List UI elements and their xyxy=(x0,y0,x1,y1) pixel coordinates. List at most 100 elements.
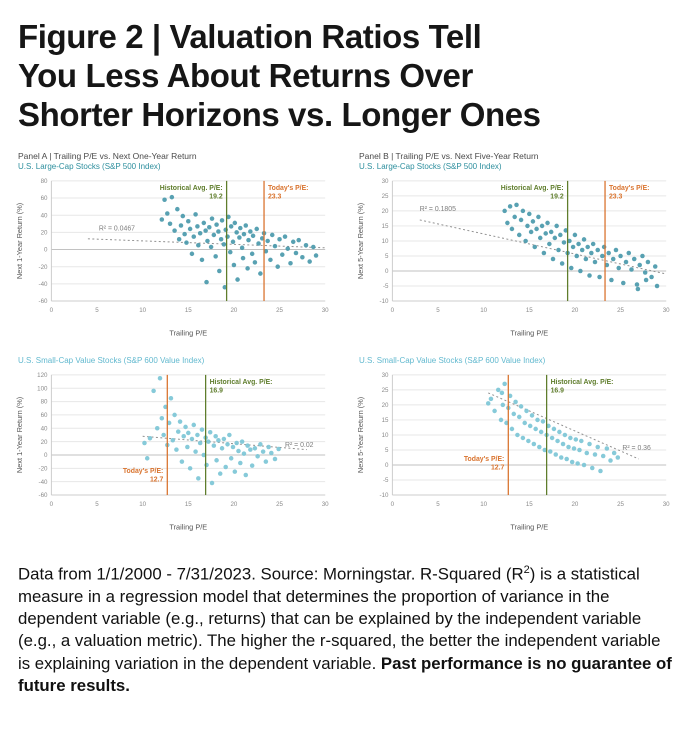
svg-text:-60: -60 xyxy=(39,298,49,305)
svg-text:0: 0 xyxy=(391,501,395,508)
svg-text:-40: -40 xyxy=(39,479,49,486)
svg-text:Next 1-Year Return (%): Next 1-Year Return (%) xyxy=(15,203,24,279)
svg-text:-60: -60 xyxy=(39,492,49,499)
svg-text:-5: -5 xyxy=(383,283,389,290)
svg-text:80: 80 xyxy=(41,399,48,406)
svg-text:23.3: 23.3 xyxy=(609,193,623,200)
footer-bold-disclaimer: Past performance is no guarantee of futu… xyxy=(18,653,672,695)
svg-text:10: 10 xyxy=(480,307,487,314)
svg-text:25: 25 xyxy=(617,501,624,508)
svg-text:0: 0 xyxy=(50,307,54,314)
svg-text:80: 80 xyxy=(41,178,48,185)
svg-text:16.9: 16.9 xyxy=(210,388,224,395)
svg-text:5: 5 xyxy=(385,447,389,454)
figure-title-line-1: Figure 2 | Valuation Ratios Tell xyxy=(18,18,482,55)
svg-text:10: 10 xyxy=(382,238,389,245)
figure-title: Figure 2 | Valuation Ratios Tell You Less… xyxy=(18,18,672,135)
svg-text:Next 5-Year Return (%): Next 5-Year Return (%) xyxy=(356,203,365,279)
svg-text:25: 25 xyxy=(617,307,624,314)
svg-text:0: 0 xyxy=(385,268,389,275)
svg-text:15: 15 xyxy=(382,417,389,424)
svg-text:-10: -10 xyxy=(380,298,390,305)
svg-text:Today's P/E:: Today's P/E: xyxy=(609,185,649,192)
svg-text:Trailing P/E: Trailing P/E xyxy=(169,523,207,532)
svg-text:25: 25 xyxy=(382,193,389,200)
svg-text:-20: -20 xyxy=(39,466,49,473)
panel-a-scatter-chart: -60 -40 -20 0 20 40 60 80 0 5 10 15 20 25 30 Historical… xyxy=(15,178,329,337)
svg-text:-10: -10 xyxy=(380,492,390,499)
panel-c-cell: U.S. Small-Cap Value Stocks (S&P 600 Val… xyxy=(12,356,337,536)
svg-text:19.2: 19.2 xyxy=(550,193,564,200)
figure-title-line-3: Shorter Horizons vs. Longer Ones xyxy=(18,95,541,133)
footer-note: Data from 1/1/2000 - 7/31/2023. Source: … xyxy=(18,563,672,698)
svg-text:Historical Avg. P/E:: Historical Avg. P/E: xyxy=(210,379,273,386)
svg-text:Historical Avg. P/E:: Historical Avg. P/E: xyxy=(501,185,564,192)
svg-text:5: 5 xyxy=(436,501,440,508)
svg-text:20: 20 xyxy=(382,208,389,215)
svg-text:19.2: 19.2 xyxy=(209,193,223,200)
svg-text:5: 5 xyxy=(385,253,389,260)
footer-text-1: Data from 1/1/2000 - 7/31/2023. Source: … xyxy=(18,564,524,584)
panel-b-subtitle: U.S. Large-Cap Stocks (S&P 500 Index) xyxy=(359,161,502,171)
svg-text:40: 40 xyxy=(41,426,48,433)
svg-text:30: 30 xyxy=(663,307,670,314)
svg-text:-40: -40 xyxy=(39,281,49,288)
svg-text:10: 10 xyxy=(480,501,487,508)
svg-text:15: 15 xyxy=(526,501,533,508)
svg-text:Historical Avg. P/E:: Historical Avg. P/E: xyxy=(551,379,614,386)
svg-text:Trailing P/E: Trailing P/E xyxy=(169,328,207,337)
svg-text:25: 25 xyxy=(276,501,283,508)
svg-text:R² = 0.36: R² = 0.36 xyxy=(622,445,651,452)
svg-text:0: 0 xyxy=(385,462,389,469)
svg-text:Historical Avg. P/E:: Historical Avg. P/E: xyxy=(160,185,223,192)
figure-title-line-2: You Less About Returns Over xyxy=(18,56,473,94)
svg-text:0: 0 xyxy=(391,307,395,314)
svg-text:120: 120 xyxy=(37,372,48,379)
svg-text:5: 5 xyxy=(95,501,99,508)
svg-text:10: 10 xyxy=(382,432,389,439)
svg-text:60: 60 xyxy=(41,195,48,202)
svg-text:15: 15 xyxy=(526,307,533,314)
panel-a-title: Panel A | Trailing P/E vs. Next One-Year… xyxy=(18,150,197,161)
svg-text:25: 25 xyxy=(382,387,389,394)
svg-text:15: 15 xyxy=(185,307,192,314)
panel-a-subtitle: U.S. Large-Cap Stocks (S&P 500 Index) xyxy=(18,161,161,171)
svg-text:12.7: 12.7 xyxy=(491,465,505,472)
svg-text:R² = 0.0467: R² = 0.0467 xyxy=(99,225,135,232)
svg-text:60: 60 xyxy=(41,412,48,419)
svg-text:R² = 0.1805: R² = 0.1805 xyxy=(420,206,456,213)
svg-text:20: 20 xyxy=(571,501,578,508)
svg-text:30: 30 xyxy=(663,501,670,508)
svg-text:20: 20 xyxy=(382,402,389,409)
svg-text:20: 20 xyxy=(230,501,237,508)
svg-text:100: 100 xyxy=(37,386,48,393)
svg-text:-5: -5 xyxy=(383,477,389,484)
svg-text:20: 20 xyxy=(41,229,48,236)
panel-c-subtitle: U.S. Small-Cap Value Stocks (S&P 600 Val… xyxy=(18,356,205,366)
panel-d-scatter-chart: -10 -5 0 5 10 15 20 25 30 0 5 10 15 20 25 30 Historical … xyxy=(356,372,670,532)
svg-text:Trailing P/E: Trailing P/E xyxy=(510,523,548,532)
svg-text:20: 20 xyxy=(571,307,578,314)
svg-text:10: 10 xyxy=(139,307,146,314)
svg-text:0: 0 xyxy=(44,247,48,254)
svg-text:25: 25 xyxy=(276,307,283,314)
charts-grid: Panel A | Trailing P/E vs. Next One-Year… xyxy=(0,151,690,537)
svg-text:Today's P/E:: Today's P/E: xyxy=(464,456,504,463)
svg-text:20: 20 xyxy=(41,439,48,446)
panel-d-cell: U.S. Small-Cap Value Stocks (S&P 600 Val… xyxy=(353,356,678,536)
svg-text:15: 15 xyxy=(382,223,389,230)
svg-text:30: 30 xyxy=(382,178,389,185)
svg-text:20: 20 xyxy=(230,307,237,314)
svg-text:0: 0 xyxy=(50,501,54,508)
svg-text:10: 10 xyxy=(139,501,146,508)
svg-text:5: 5 xyxy=(436,307,440,314)
svg-text:5: 5 xyxy=(95,307,99,314)
svg-text:Today's P/E:: Today's P/E: xyxy=(123,468,163,475)
svg-text:-20: -20 xyxy=(39,264,49,271)
svg-text:0: 0 xyxy=(44,452,48,459)
panel-d-subtitle: U.S. Small-Cap Value Stocks (S&P 600 Val… xyxy=(359,356,546,366)
panel-a-cell: Panel A | Trailing P/E vs. Next One-Year… xyxy=(12,151,337,342)
svg-text:R² = 0.02: R² = 0.02 xyxy=(285,442,314,449)
svg-text:30: 30 xyxy=(322,501,329,508)
